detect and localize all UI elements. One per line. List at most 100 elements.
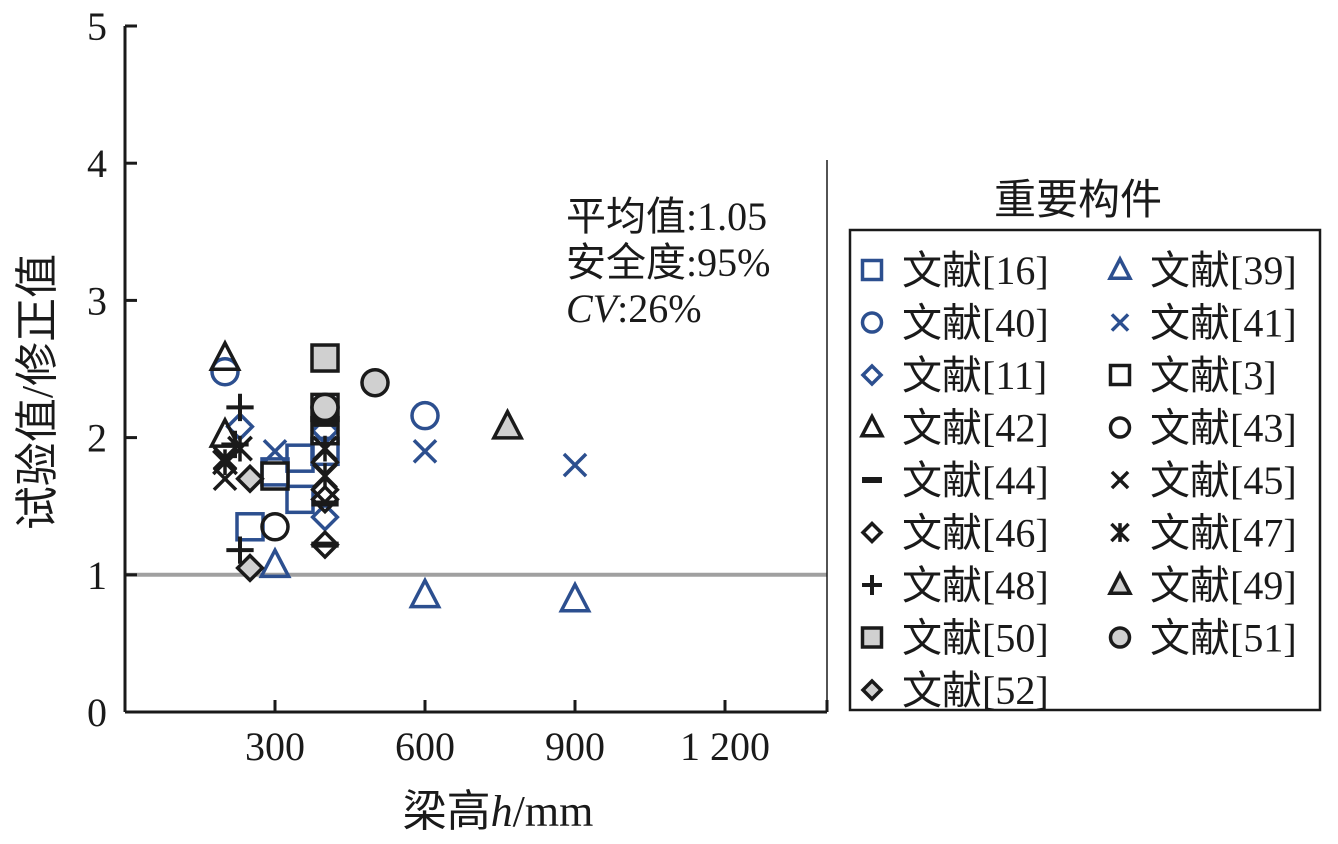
- data-point: [208, 339, 242, 371]
- x-tick-label: 600: [395, 724, 455, 769]
- data-point: [227, 435, 253, 462]
- legend-item: 文献[3]: [1108, 353, 1277, 398]
- data-point: [258, 546, 292, 579]
- legend-marker: [860, 678, 884, 702]
- data-point: [260, 512, 290, 542]
- data-point: [235, 512, 265, 542]
- data-point: [235, 463, 265, 494]
- data-point: [262, 439, 288, 464]
- legend-item: 文献[41]: [1110, 301, 1297, 346]
- legend-marker: [1108, 363, 1132, 387]
- x-tick-label: 900: [545, 724, 605, 769]
- legend-marker: [860, 258, 884, 282]
- data-point: [408, 576, 442, 609]
- legend-label: 文献[51]: [1150, 616, 1297, 661]
- legend-label: 文献[45]: [1150, 458, 1297, 503]
- data-point: [360, 367, 390, 398]
- legend-marker: [1107, 570, 1133, 595]
- legend-item: 文献[51]: [1108, 616, 1297, 661]
- legend-label: 文献[52]: [902, 668, 1049, 713]
- legend-item: 文献[49]: [1107, 563, 1297, 608]
- data-point: [226, 536, 254, 564]
- legend-label: 文献[39]: [1150, 248, 1297, 293]
- legend-item: 文献[48]: [862, 563, 1049, 608]
- data-point: [412, 439, 438, 464]
- legend-label: 文献[47]: [1150, 511, 1297, 556]
- y-tick-label: 2: [87, 416, 107, 461]
- data-point: [221, 430, 249, 459]
- legend-marker: [1110, 522, 1130, 543]
- legend-label: 文献[3]: [1150, 353, 1277, 398]
- y-tick-label: 4: [87, 141, 107, 186]
- legend-marker: [862, 575, 882, 595]
- stat-cv: CV:26%: [566, 286, 702, 331]
- data-point: [210, 356, 240, 387]
- y-tick-label: 5: [87, 4, 107, 49]
- legend-marker: [860, 363, 884, 387]
- x-tick-label: 1 200: [680, 724, 770, 769]
- legend-marker: [1110, 470, 1130, 490]
- stats-annotation: 平均值:1.05 安全度:95% CV:26%: [566, 194, 770, 331]
- data-point: [310, 529, 340, 560]
- legend-label: 文献[49]: [1150, 563, 1297, 608]
- legend-label: 文献[44]: [902, 458, 1049, 503]
- data-point: [562, 452, 588, 478]
- axes: [123, 26, 828, 714]
- legend-label: 文献[16]: [902, 248, 1049, 293]
- legend-item: 文献[50]: [860, 616, 1049, 661]
- data-point: [285, 443, 315, 473]
- legend-item: 文献[43]: [1108, 406, 1297, 451]
- legend-marker: [860, 626, 884, 649]
- data-point: [558, 580, 592, 613]
- data-points: [208, 339, 592, 613]
- legend-marker: [859, 412, 885, 438]
- legend-label: 文献[42]: [902, 406, 1049, 451]
- legend-item: 文献[45]: [1110, 458, 1297, 503]
- legend-label: 文献[50]: [902, 616, 1049, 661]
- data-point: [235, 553, 265, 583]
- legend-item: 文献[44]: [862, 458, 1049, 503]
- legend: 重要构件 文献[16] 文献[39] 文献[40] 文献[41] 文献[11] 文献[3]…: [848, 178, 1322, 713]
- stat-safety: 安全度:95%: [566, 240, 770, 285]
- data-point: [285, 484, 315, 515]
- y-tick-label: 3: [87, 278, 107, 323]
- y-tick-label: 0: [87, 690, 107, 735]
- y-tick-label: 1: [87, 553, 107, 598]
- legend-title: 重要构件: [994, 178, 1162, 224]
- legend-item: 文献[39]: [1107, 248, 1297, 293]
- data-point: [226, 393, 254, 422]
- x-axis-title: 梁高h/mm: [403, 787, 594, 836]
- legend-marker: [1110, 313, 1130, 332]
- legend-item: 文献[11]: [860, 353, 1047, 398]
- y-axis-title: 试验值/修正值: [13, 254, 62, 530]
- data-point: [310, 343, 340, 373]
- data-point: [310, 392, 340, 423]
- legend-marker: [860, 521, 884, 544]
- legend-marker: [1108, 416, 1132, 439]
- legend-item: 文献[16]: [860, 248, 1049, 293]
- legend-item: 文献[46]: [860, 511, 1049, 556]
- legend-box: [848, 228, 1322, 712]
- legend-label: 文献[41]: [1150, 301, 1297, 346]
- legend-marker: [860, 311, 884, 334]
- data-point: [312, 435, 338, 462]
- data-point: [312, 463, 338, 489]
- legend-label: 文献[46]: [902, 511, 1049, 556]
- data-point: [310, 484, 340, 515]
- legend-label: 文献[40]: [902, 301, 1049, 346]
- legend-marker: [1107, 255, 1133, 280]
- legend-item: 文献[52]: [860, 668, 1049, 713]
- legend-item: 文献[40]: [860, 301, 1049, 346]
- legend-item: 文献[42]: [859, 406, 1049, 451]
- legend-marker: [1108, 626, 1132, 649]
- legend-label: 文献[11]: [902, 353, 1047, 398]
- x-tick-label: 300: [245, 724, 305, 769]
- data-point: [410, 400, 440, 431]
- ticks: 0 1 2 3 4 5 300 600 900 1 200: [87, 4, 829, 769]
- data-point: [490, 407, 525, 440]
- data-point: [310, 502, 340, 533]
- legend-label: 文献[43]: [1150, 406, 1297, 451]
- legend-item: 文献[47]: [1110, 511, 1297, 556]
- stat-mean: 平均值:1.05: [566, 194, 767, 239]
